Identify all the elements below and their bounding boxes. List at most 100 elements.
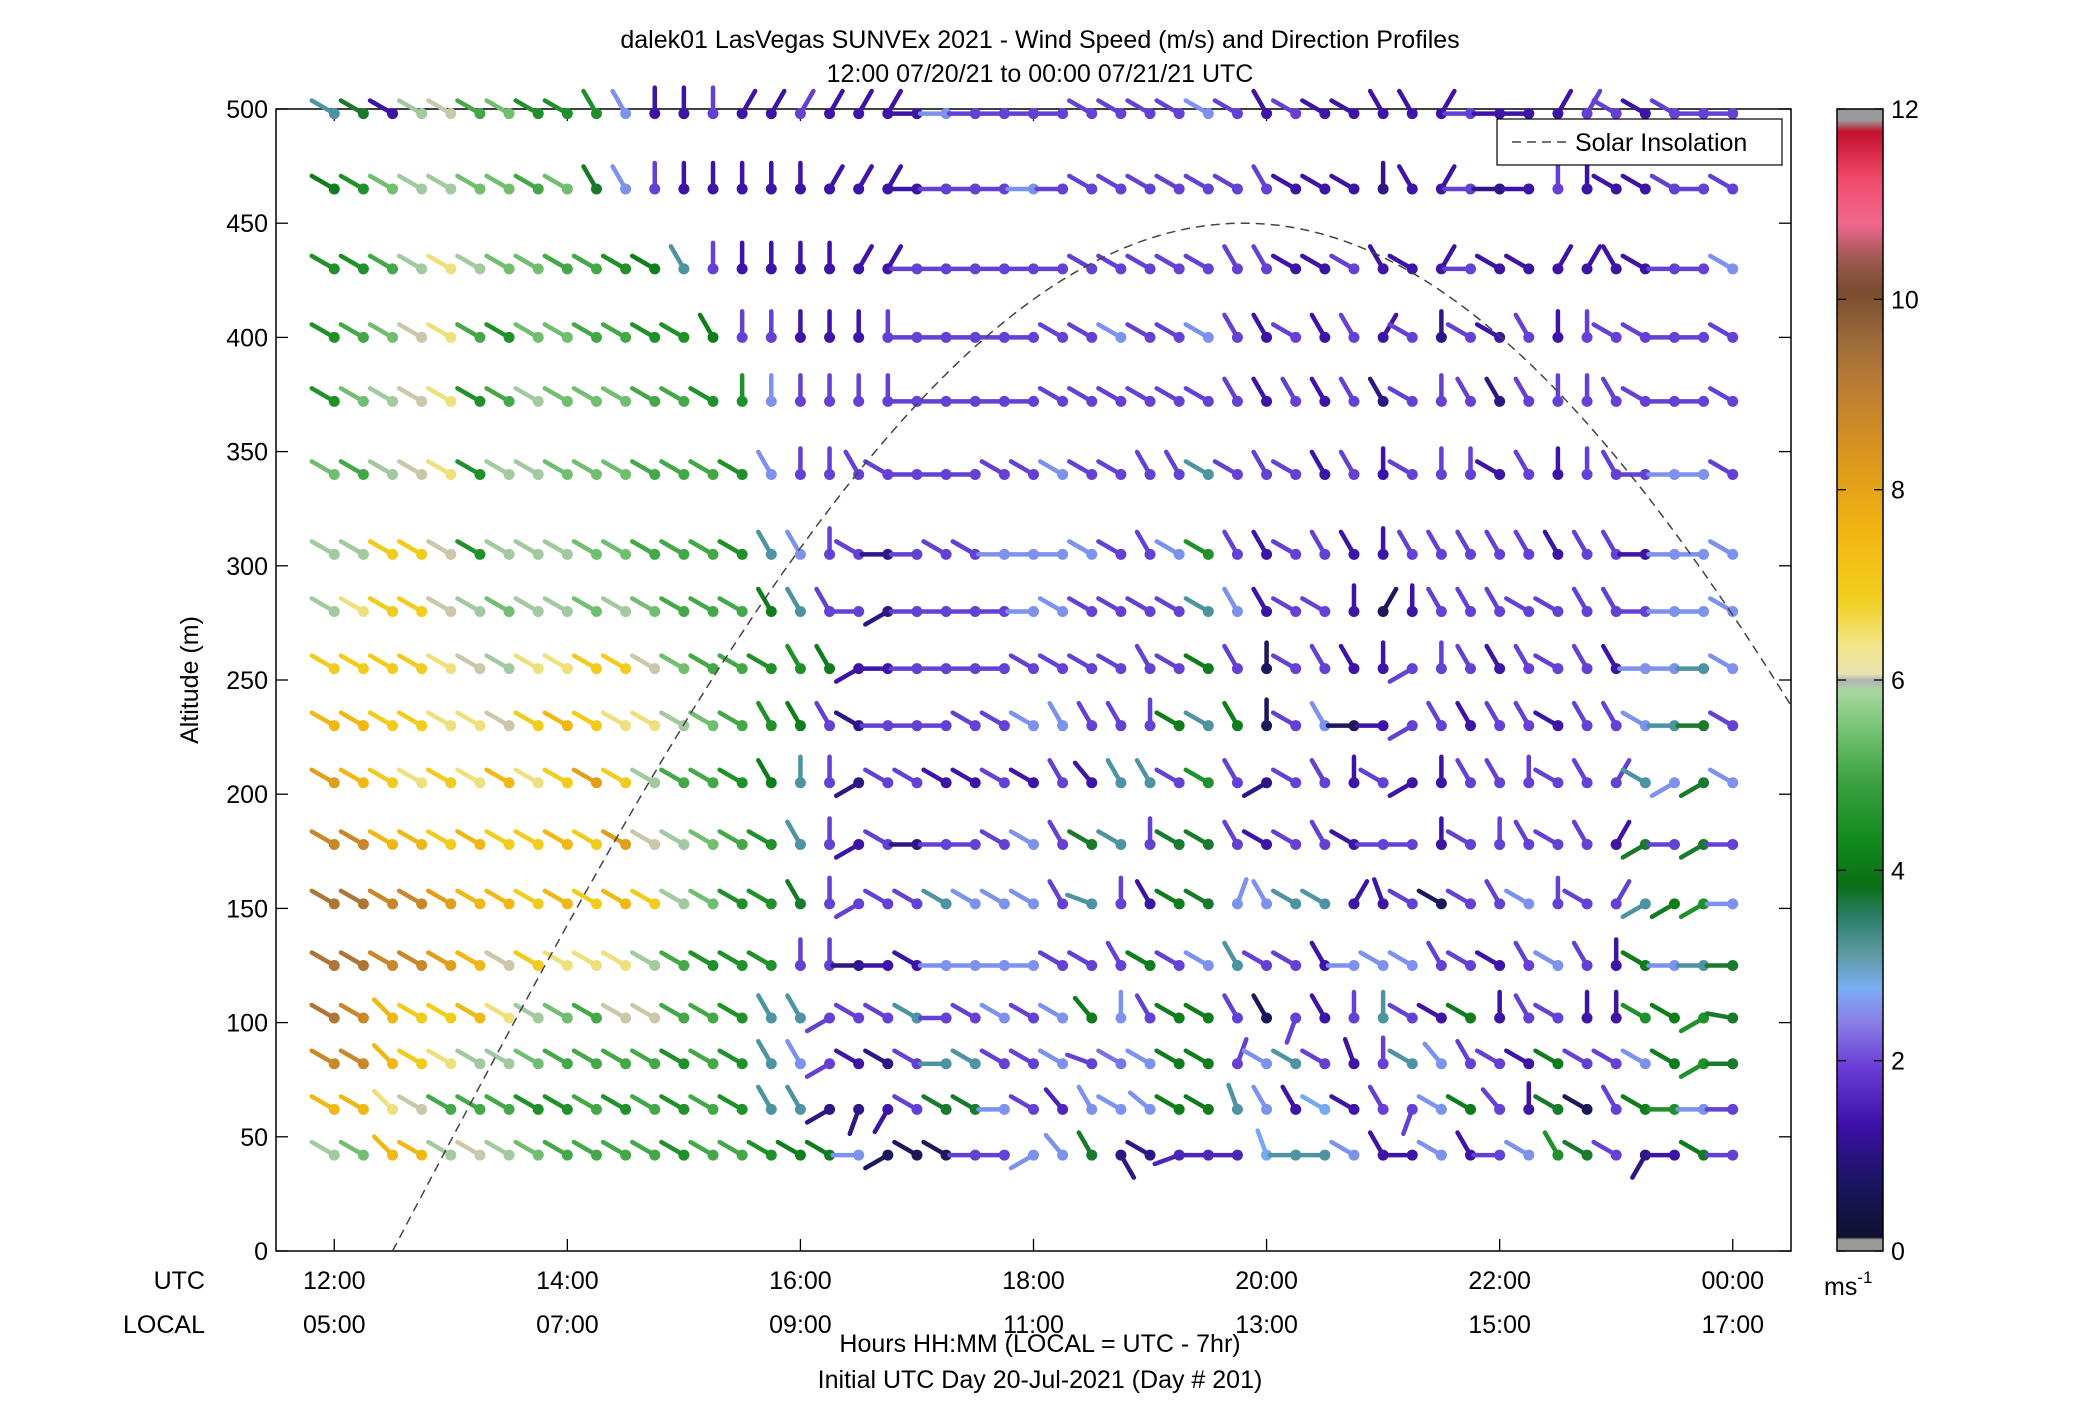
wind-barb-dot (1086, 663, 1098, 675)
wind-barb (367, 322, 399, 343)
wind-barb-dot (1698, 1149, 1710, 1161)
wind-barb (917, 1058, 952, 1070)
wind-barb (1445, 322, 1477, 343)
wind-barb (1154, 322, 1185, 343)
wind-barb (717, 1002, 748, 1024)
wind-barb-dot (1406, 720, 1418, 732)
wind-barb (542, 1048, 573, 1070)
wind-barb-dot (503, 838, 515, 850)
wind-barb (1222, 586, 1243, 617)
wind-barb-dot (561, 777, 573, 789)
wind-barb (785, 879, 806, 910)
wind-barb-dot (328, 605, 340, 617)
wind-barb (1183, 98, 1214, 120)
wind-barb (1678, 1058, 1710, 1079)
wind-barb-dot (969, 720, 981, 732)
wind-barb (571, 1048, 602, 1070)
wind-barb-dot (1144, 777, 1156, 789)
wind-barb (1620, 1002, 1651, 1024)
wind-barb-dot (532, 1149, 544, 1161)
x-tick-label-local: 11:00 (1003, 1311, 1064, 1339)
wind-barb-dot (1377, 331, 1389, 343)
wind-barb-dot (824, 395, 836, 407)
wind-barb-dot (357, 605, 369, 617)
wind-barb (1037, 386, 1069, 407)
wind-barb-dot (416, 395, 428, 407)
wind-barb (629, 1139, 661, 1161)
wind-barb-dot (1465, 183, 1477, 195)
wind-barb-dot (1552, 663, 1564, 675)
wind-barb-dot (620, 548, 632, 560)
wind-barb (338, 829, 369, 850)
wind-barb-dot (1581, 1012, 1593, 1024)
wind-barb (833, 710, 865, 732)
wind-barb (1067, 98, 1098, 120)
wind-barb-dot (1581, 1058, 1593, 1070)
wind-barb-dot (357, 263, 369, 275)
wind-barb (1251, 993, 1273, 1024)
wind-barb (1426, 529, 1447, 560)
wind-barb (892, 950, 923, 971)
wind-barb (688, 386, 719, 407)
wind-barb-dot (328, 1149, 340, 1161)
wind-barb-dot (1698, 331, 1710, 343)
wind-barb (1096, 322, 1127, 343)
wind-barb (1144, 816, 1156, 850)
wind-barb (979, 767, 1010, 789)
wind-barb-dot (1290, 1058, 1302, 1070)
wind-barb (678, 160, 690, 195)
wind-barb-dot (998, 548, 1010, 560)
wind-barb-dot (1144, 1103, 1156, 1115)
wind-barb-dot (1057, 331, 1069, 343)
wind-barb-dot (561, 263, 573, 275)
wind-barb-dot (1698, 1058, 1710, 1070)
wind-barb-dot (853, 548, 865, 560)
plot-area (275, 108, 1792, 1252)
utc-row-label: UTC (154, 1267, 205, 1295)
wind-barb (1348, 754, 1360, 789)
wind-barb-dot (1231, 263, 1243, 275)
wind-barb (542, 1002, 573, 1024)
x-tick-label-utc: 18:00 (1002, 1267, 1065, 1295)
wind-barb-dot (969, 548, 981, 560)
wind-barb-dot (1057, 1149, 1069, 1161)
wind-barb-dot (1668, 1012, 1680, 1024)
wind-barb-dot (998, 183, 1010, 195)
wind-barb (571, 710, 602, 732)
wind-barb (950, 1094, 981, 1115)
wind-barb-dot (532, 1012, 544, 1024)
wind-barb (1008, 829, 1039, 850)
wind-barb-dot (1115, 960, 1127, 971)
wind-barb (1270, 710, 1302, 732)
wind-barb (1144, 697, 1156, 732)
wind-barb-dot (561, 1058, 573, 1070)
wind-barb-dot (1057, 1103, 1069, 1115)
wind-barb-dot (620, 720, 632, 732)
wind-barb-dot (1610, 263, 1622, 275)
wind-barb-dot (1202, 331, 1214, 343)
wind-barb-dot (882, 1149, 894, 1161)
wind-barb (629, 710, 661, 732)
wind-barb (484, 386, 515, 407)
wind-barb (882, 373, 894, 407)
wind-barb (1251, 376, 1273, 407)
wind-barb-dot (1173, 183, 1185, 195)
wind-barb (1154, 1002, 1185, 1024)
wind-barb-dot (765, 720, 777, 732)
wind-barb (1513, 819, 1535, 850)
wind-barb (1630, 1149, 1651, 1180)
wind-barb-dot (969, 183, 981, 195)
wind-barb-dot (1494, 108, 1506, 120)
wind-barb-dot (1465, 395, 1477, 407)
wind-barb (629, 653, 661, 675)
wind-barb-dot (474, 960, 486, 971)
wind-barb (1231, 1037, 1249, 1070)
wind-barb-dot (765, 777, 777, 789)
wind-barb-dot (649, 898, 661, 910)
wind-barb-dot (1668, 395, 1680, 407)
wind-barb-dot (357, 663, 369, 675)
wind-barb-dot (357, 395, 369, 407)
wind-barb (1435, 446, 1447, 480)
wind-barb (1384, 1149, 1418, 1161)
